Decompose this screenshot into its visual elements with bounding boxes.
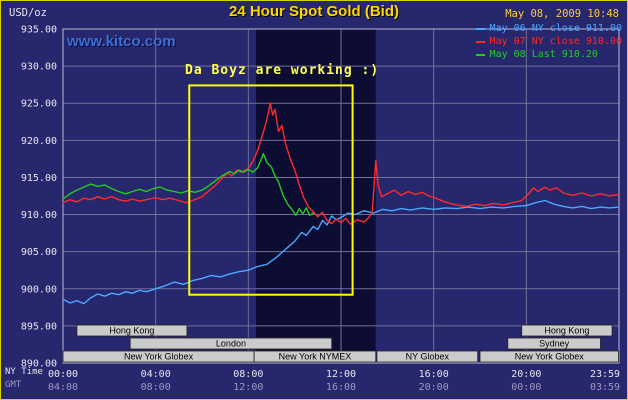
- y-tick-label: 925.00: [21, 99, 57, 110]
- x-tick-label-gmt: 16:00: [326, 382, 356, 393]
- x-tick-label-ny: 08:00: [233, 369, 263, 380]
- session-label: Hong Kong: [109, 326, 154, 336]
- y-tick-label: 890.00: [21, 359, 57, 370]
- legend-label: May 07 NY close 910.00: [489, 36, 622, 47]
- x-tick-label-ny: 16:00: [419, 369, 449, 380]
- unit-label: USD/oz: [9, 7, 47, 19]
- x-tick-label-gmt: 20:00: [419, 382, 449, 393]
- legend: May 06 NY close 911.00 May 07 NY close 9…: [475, 22, 622, 61]
- y-tick-label: 930.00: [21, 62, 57, 73]
- session-bar-london: [129, 337, 333, 350]
- session-bar-ny-globex: [376, 350, 479, 363]
- x-axis-name-nytime: NY Time: [5, 367, 43, 377]
- chart-timestamp: May 08, 2009 10:48: [505, 8, 619, 20]
- legend-swatch: [475, 40, 485, 43]
- kitco-watermark: www.kitco.com: [67, 33, 176, 50]
- session-label: NY Globex: [406, 352, 450, 362]
- y-tick-label: 900.00: [21, 284, 57, 295]
- annotation-box: [188, 84, 354, 296]
- session-label: New York NYMEX: [279, 352, 352, 362]
- x-tick-label-gmt: 03:59: [590, 382, 620, 393]
- session-label: Sydney: [539, 339, 570, 349]
- session-label: New York Globex: [124, 352, 194, 362]
- y-tick-label: 915.00: [21, 173, 57, 184]
- x-tick-label-gmt: 08:00: [141, 382, 171, 393]
- x-tick-label-ny: 04:00: [141, 369, 171, 380]
- x-tick-label-gmt: 00:00: [511, 382, 541, 393]
- legend-label: May 06 NY close 911.00: [489, 23, 622, 34]
- session-bar-hong-kong: [76, 324, 188, 337]
- legend-label: May 08 Last 910.20: [489, 49, 598, 60]
- session-label: Hong Kong: [544, 326, 589, 336]
- series-line-may-08: [62, 152, 314, 217]
- annotation-text: Da Boyz are working :): [185, 63, 380, 78]
- legend-item: May 08 Last 910.20: [475, 48, 622, 61]
- legend-item: May 06 NY close 911.00: [475, 22, 622, 35]
- session-label: New York Globex: [515, 352, 585, 362]
- y-tick-label: 935.00: [21, 25, 57, 36]
- x-tick-label-ny: 20:00: [511, 369, 541, 380]
- nymex-session-band: [255, 29, 376, 363]
- x-tick-label-ny: 23:59: [590, 369, 620, 380]
- series-line-may-06: [62, 199, 620, 305]
- x-tick-label-gmt: 12:00: [233, 382, 263, 393]
- session-bar-new-york-globex: [479, 350, 619, 363]
- x-tick-label-ny: 00:00: [48, 369, 78, 380]
- legend-swatch: [475, 27, 485, 30]
- x-axis-name-gmt: GMT: [5, 380, 22, 390]
- y-tick-label: 920.00: [21, 136, 57, 147]
- x-tick-label-ny: 12:00: [326, 369, 356, 380]
- legend-item: May 07 NY close 910.00: [475, 35, 622, 48]
- session-label: London: [216, 339, 246, 349]
- y-tick-label: 895.00: [21, 321, 57, 332]
- page-title: 24 Hour Spot Gold (Bid): [229, 3, 399, 20]
- y-tick-label: 905.00: [21, 247, 57, 258]
- x-tick-label-gmt: 04:00: [48, 382, 78, 393]
- session-bar-hong-kong: [521, 324, 613, 337]
- session-bar-new-york-nymex: [253, 350, 377, 363]
- y-tick-label: 910.00: [21, 210, 57, 221]
- legend-swatch: [475, 53, 485, 56]
- series-line-may-07: [62, 102, 620, 225]
- session-bar-sydney: [507, 337, 601, 350]
- plot-border: [62, 28, 620, 364]
